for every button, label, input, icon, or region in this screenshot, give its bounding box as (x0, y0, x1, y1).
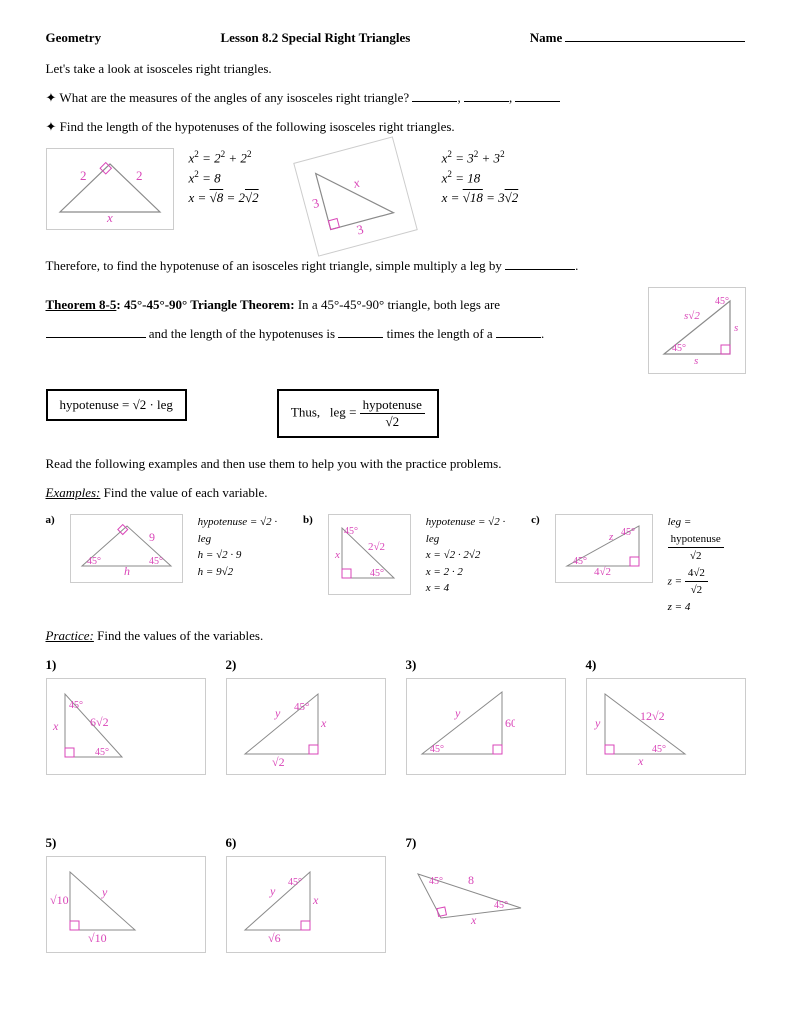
question-1: What are the measures of the angles of a… (46, 90, 746, 106)
svg-text:h: h (124, 564, 130, 576)
practice-5: 5) √10 y √10 (46, 835, 206, 953)
svg-text:3: 3 (354, 221, 364, 237)
svg-text:3: 3 (310, 195, 320, 211)
triangle-2-equations: x2 = 32 + 32 x2 = 18 x = √18 = 3√2 (442, 148, 519, 207)
svg-text:y: y (274, 706, 281, 720)
svg-text:z: z (608, 531, 614, 543)
practice-row-1: 1) 45° 6√2 x 45° 2) y 45° x √2 3 (46, 657, 746, 775)
svg-text:√6: √6 (268, 931, 281, 945)
svg-text:x: x (470, 913, 477, 927)
practice-6: 6) y 45° x √6 (226, 835, 386, 953)
examples-heading: Examples: Find the value of each variabl… (46, 485, 746, 501)
therefore-line: Therefore, to find the hypotenuse of an … (46, 258, 746, 274)
lesson-title: Lesson 8.2 Special Right Triangles (220, 30, 410, 46)
svg-text:2: 2 (80, 168, 87, 183)
svg-text:45°: 45° (573, 556, 587, 567)
example-b-work: hypotenuse = √2 · leg x = √2 · 2√2 x = 2… (426, 514, 516, 597)
theorem-blanks: and the length of the hypotenuses is tim… (46, 326, 628, 342)
svg-text:y: y (454, 706, 461, 720)
theorem-text: Theorem 8-5: 45°-45°-90° Triangle Theore… (46, 297, 628, 313)
svg-text:s: s (694, 355, 698, 366)
svg-text:9: 9 (149, 530, 155, 544)
svg-text:x: x (312, 893, 319, 907)
svg-text:8: 8 (468, 873, 474, 887)
svg-text:45°: 45° (149, 556, 163, 567)
svg-text:6√2: 6√2 (90, 715, 109, 729)
svg-text:45°: 45° (715, 296, 729, 307)
example-a-work: hypotenuse = √2 · leg h = √2 · 9 h = 9√2 (198, 514, 288, 580)
svg-text:45°: 45° (294, 701, 309, 713)
practice-2: 2) y 45° x √2 (226, 657, 386, 775)
svg-text:45°: 45° (95, 747, 109, 758)
svg-text:x: x (637, 754, 644, 767)
worked-triangles-row: 2 2 x x2 = 22 + 22 x2 = 8 x = √8 = 2√2 3… (46, 148, 746, 245)
svg-text:2√2: 2√2 (368, 541, 385, 553)
examples-row: a) 9 45° 45° h hypotenuse = √2 · leg h =… (46, 514, 746, 615)
svg-text:45°: 45° (288, 877, 302, 888)
example-b-figure: 45° x 2√2 45° (328, 514, 411, 595)
svg-text:45°: 45° (344, 526, 358, 537)
example-a-label: a) (46, 514, 55, 526)
practice-4: 4) y 12√2 45° x (586, 657, 746, 775)
svg-text:4√2: 4√2 (594, 566, 611, 576)
leg-formula: Thus, leg = hypotenuse√2 (277, 389, 439, 438)
practice-heading: Practice: Find the values of the variabl… (46, 628, 746, 644)
intro-line: Let's take a look at isosceles right tri… (46, 61, 746, 77)
practice-1: 1) 45° 6√2 x 45° (46, 657, 206, 775)
example-c-figure: z 45° 45° 4√2 (555, 514, 653, 583)
worksheet-header: Geometry Lesson 8.2 Special Right Triang… (46, 30, 746, 46)
practice-row-2: 5) √10 y √10 6) y 45° x √6 7) (46, 835, 746, 953)
svg-text:45°: 45° (69, 700, 83, 711)
triangle-1-equations: x2 = 22 + 22 x2 = 8 x = √8 = 2√2 (189, 148, 259, 207)
svg-text:s: s (734, 322, 738, 334)
svg-text:s√2: s√2 (684, 310, 700, 322)
course-name: Geometry (46, 30, 102, 46)
svg-text:x: x (334, 549, 340, 561)
svg-text:x: x (320, 716, 327, 730)
svg-text:45°: 45° (370, 568, 384, 579)
svg-text:y: y (269, 884, 276, 898)
svg-text:45°: 45° (430, 744, 444, 755)
example-a-figure: 9 45° 45° h (70, 514, 183, 583)
svg-text:x: x (106, 210, 113, 222)
hypotenuse-formula: hypotenuse = √2 · leg (46, 389, 187, 421)
triangle-1-figure: 2 2 x (46, 148, 174, 230)
svg-text:y: y (101, 885, 108, 899)
svg-text:45°: 45° (87, 556, 101, 567)
theorem-section: Theorem 8-5: 45°-45°-90° Triangle Theore… (46, 287, 746, 374)
practice-7: 7) 45° 8 45° x (406, 835, 566, 953)
svg-text:√10: √10 (50, 893, 69, 907)
svg-text:2: 2 (136, 168, 143, 183)
formula-row: hypotenuse = √2 · leg Thus, leg = hypote… (46, 384, 746, 443)
svg-text:√2: √2 (272, 755, 285, 767)
example-c-label: c) (531, 514, 540, 526)
svg-text:y: y (594, 716, 601, 730)
triangle-2-figure: 3 3 x (293, 136, 418, 256)
theorem-triangle: s√2 45° s 45° s (648, 287, 746, 374)
svg-text:√10: √10 (88, 931, 107, 945)
svg-text:12√2: 12√2 (640, 709, 665, 723)
svg-text:45°: 45° (652, 744, 666, 755)
examples-intro: Read the following examples and then use… (46, 456, 746, 472)
svg-text:45°: 45° (621, 527, 635, 538)
svg-text:60: 60 (505, 716, 515, 730)
example-b-label: b) (303, 514, 313, 526)
practice-3: 3) y 45° 60 (406, 657, 566, 775)
svg-text:45°: 45° (429, 876, 443, 887)
svg-text:45°: 45° (672, 343, 686, 354)
svg-text:x: x (350, 175, 361, 191)
name-field: Name (530, 30, 746, 46)
svg-text:45°: 45° (494, 900, 508, 911)
svg-text:x: x (52, 719, 59, 733)
example-c-work: leg = hypotenuse√2 z = 4√2√2 z = 4 (668, 514, 746, 615)
question-2: Find the length of the hypotenuses of th… (46, 119, 746, 135)
